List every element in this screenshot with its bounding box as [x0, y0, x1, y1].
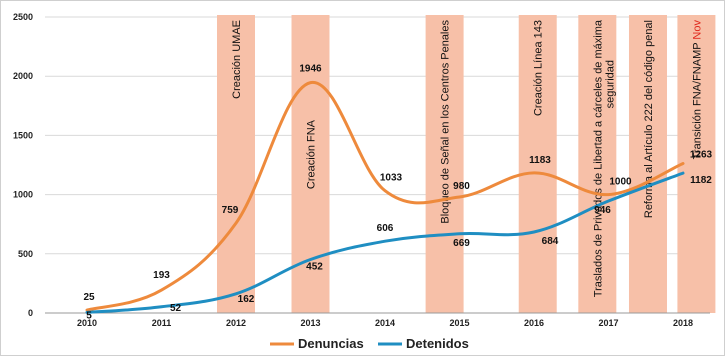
data-label-denuncias: 1033 [380, 173, 403, 184]
axes: 0 500 1000 1500 2000 2500 2010 2011 2012 2013 2014… [13, 12, 710, 328]
event-label: Bloqueo de Señal en los Centros Penales [440, 20, 452, 224]
x-tick-label: 2018 [673, 318, 693, 328]
event-label: Transición FNA/FNAMP Nov [691, 20, 703, 160]
x-tick-label: 2017 [598, 318, 618, 328]
y-tick-label: 1000 [13, 190, 33, 200]
event-label-text: Reforma al Artículo 222 del código penal [643, 20, 655, 218]
data-label-detenidos: 946 [594, 205, 611, 216]
data-label-detenidos: 5 [86, 310, 92, 321]
event-band [518, 15, 557, 313]
x-tick-label: 2016 [524, 318, 544, 328]
data-label-detenidos: 606 [377, 223, 394, 234]
legend-label: Denuncias [298, 336, 364, 351]
event-label-text: Transición FNA/FNAMP [691, 43, 703, 160]
legend-label: Detenidos [406, 336, 469, 351]
event-label-text: Traslados de Privados de Libertad a cárc… [592, 19, 604, 297]
data-label-detenidos: 1182 [690, 175, 712, 186]
x-tick-label: 2013 [300, 318, 320, 328]
series-line-detenidos [85, 171, 685, 314]
event-bands: Creación UMAE Creación FNA Bloqueo de Seña… [217, 15, 716, 313]
event-label-group: Bloqueo de Señal en los Centros Penales [440, 20, 452, 224]
data-label-denuncias: 759 [222, 205, 239, 216]
event-label-text: Creación Línea 143 [533, 20, 545, 116]
event-label-group: seguridad [604, 60, 616, 108]
y-tick-label: 2000 [13, 71, 33, 81]
data-label-detenidos: 684 [542, 236, 559, 247]
event-band [217, 15, 255, 313]
event-label-text: Creación FNA [306, 119, 318, 189]
event-label-group: Creación UMAE [231, 20, 243, 99]
event-label: Reforma al Artículo 222 del código penal [643, 20, 655, 218]
series-line-denuncias [85, 81, 685, 312]
x-tick-label: 2012 [226, 318, 246, 328]
data-label-detenidos: 52 [170, 303, 182, 314]
data-label-detenidos: 452 [306, 261, 323, 272]
data-label-denuncias: 1263 [690, 149, 713, 160]
data-label-denuncias: 1183 [529, 155, 551, 166]
data-label-denuncias: 1000 [609, 177, 632, 188]
x-tick-label: 2011 [152, 318, 172, 328]
event-label-group: Creación FNA [306, 119, 318, 189]
event-label-line2: seguridad [604, 60, 616, 108]
event-label-text: Bloqueo de Señal en los Centros Penales [440, 20, 452, 224]
event-label: Creación FNA [306, 119, 318, 189]
event-band [578, 15, 617, 313]
legend: Denuncias Detenidos [270, 336, 469, 351]
x-tick-label: 2014 [375, 318, 395, 328]
data-labels: 25 193 759 1946 1033 980 1183 1000 1263 5 52 162 452… [83, 64, 712, 322]
x-tick-label: 2010 [77, 318, 97, 328]
event-label: Creación Línea 143 [533, 20, 545, 116]
x-tick-label: 2015 [449, 318, 469, 328]
event-label: Creación UMAE [231, 20, 243, 99]
event-label-group: Traslados de Privados de Libertad a cárc… [592, 19, 604, 297]
event-band [628, 15, 667, 313]
y-tick-label: 2500 [13, 12, 33, 22]
series-lines [85, 81, 685, 314]
event-label: Traslados de Privados de Libertad a cárc… [592, 19, 604, 297]
event-label-text: Creación UMAE [231, 20, 243, 99]
event-label-highlight: Nov [691, 20, 703, 43]
y-tick-label: 1500 [13, 130, 33, 140]
data-label-denuncias: 980 [453, 181, 470, 192]
data-label-denuncias: 25 [83, 292, 95, 303]
data-label-denuncias: 193 [153, 270, 170, 281]
event-label-group: Creación Línea 143 [533, 20, 545, 116]
y-tick-label: 500 [18, 249, 33, 259]
data-label-denuncias: 1946 [299, 64, 322, 75]
y-tick-label: 0 [28, 308, 33, 318]
event-label-group: Reforma al Artículo 222 del código penal [643, 20, 655, 218]
event-band [425, 15, 464, 313]
data-label-detenidos: 669 [453, 238, 470, 249]
data-label-detenidos: 162 [238, 294, 255, 305]
event-label-group: Transición FNA/FNAMP Nov [691, 20, 703, 160]
